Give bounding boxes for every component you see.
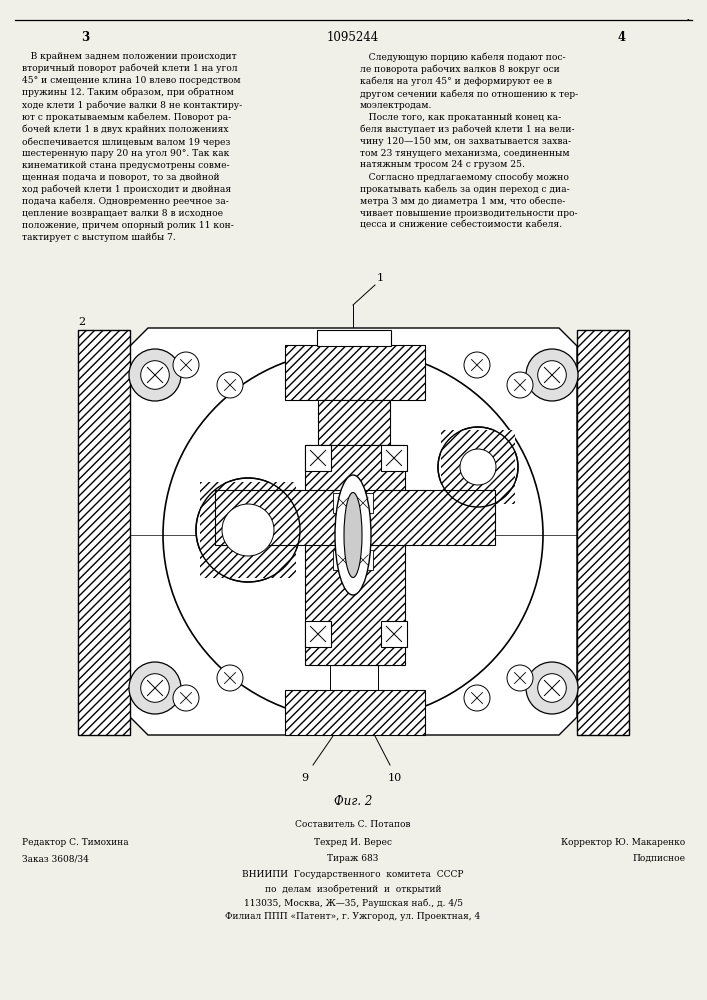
Text: Техред И. Верес: Техред И. Верес	[314, 838, 392, 847]
Text: Заказ 3608/34: Заказ 3608/34	[22, 854, 89, 863]
Text: Фиг. 2: Фиг. 2	[334, 795, 372, 808]
Bar	[353, 550, 373, 570]
Ellipse shape	[344, 492, 362, 578]
Bar	[200, 482, 296, 578]
Text: 9: 9	[301, 773, 308, 783]
Circle shape	[173, 352, 199, 378]
Text: 4: 4	[618, 31, 626, 44]
Bar	[215, 490, 495, 545]
Circle shape	[196, 478, 300, 582]
Bar	[353, 493, 373, 513]
Text: Подписное: Подписное	[632, 854, 685, 863]
Text: Составитель С. Потапов: Составитель С. Потапов	[296, 820, 411, 829]
Text: 8: 8	[622, 350, 629, 360]
Circle shape	[141, 674, 169, 702]
Bar	[333, 493, 353, 513]
Circle shape	[526, 349, 578, 401]
Ellipse shape	[163, 350, 543, 720]
Bar	[318, 620, 390, 665]
Bar	[381, 621, 407, 647]
Text: В крайнем заднем положении происходит
вторичный поворот рабочей клети 1 на угол
: В крайнем заднем положении происходит вт…	[22, 52, 243, 242]
Polygon shape	[130, 328, 577, 735]
Bar	[285, 690, 425, 735]
Text: 21: 21	[597, 542, 612, 552]
Text: Тираж 683: Тираж 683	[327, 854, 379, 863]
Bar	[317, 330, 391, 346]
Ellipse shape	[335, 475, 371, 595]
Text: Следующую порцию кабеля подают пос-
ле поворота рабочих валков 8 вокруг оси
кабе: Следующую порцию кабеля подают пос- ле п…	[360, 52, 578, 230]
Text: 22: 22	[592, 433, 606, 443]
Circle shape	[464, 685, 490, 711]
Circle shape	[129, 349, 181, 401]
Circle shape	[141, 361, 169, 389]
Text: по  делам  изобретений  и  открытий: по делам изобретений и открытий	[264, 884, 441, 894]
Bar	[305, 445, 405, 665]
Circle shape	[507, 665, 533, 691]
Text: ·: ·	[686, 14, 691, 29]
Text: 3: 3	[81, 31, 89, 44]
Text: Редактор С. Тимохина: Редактор С. Тимохина	[22, 838, 129, 847]
Bar	[318, 400, 390, 445]
Circle shape	[538, 361, 566, 389]
Circle shape	[438, 427, 518, 507]
Circle shape	[538, 674, 566, 702]
Circle shape	[222, 504, 274, 556]
Text: 113035, Москва, Ж—35, Раушская наб., д. 4/5: 113035, Москва, Ж—35, Раушская наб., д. …	[243, 898, 462, 908]
Bar	[441, 430, 515, 504]
Circle shape	[217, 665, 243, 691]
Bar	[577, 330, 629, 735]
Bar	[381, 445, 407, 471]
Circle shape	[173, 685, 199, 711]
Bar	[333, 550, 353, 570]
Text: 1095244: 1095244	[327, 31, 379, 44]
Text: ВНИИПИ  Государственного  комитета  СССР: ВНИИПИ Государственного комитета СССР	[243, 870, 464, 879]
Bar	[78, 330, 130, 735]
Circle shape	[507, 372, 533, 398]
Circle shape	[464, 352, 490, 378]
Circle shape	[526, 662, 578, 714]
Text: 10: 10	[388, 773, 402, 783]
Bar	[285, 345, 425, 400]
Text: Корректор Ю. Макаренко: Корректор Ю. Макаренко	[561, 838, 685, 847]
Text: Филиал ППП «Патент», г. Ужгород, ул. Проектная, 4: Филиал ППП «Патент», г. Ужгород, ул. Про…	[226, 912, 481, 921]
Circle shape	[217, 372, 243, 398]
Bar	[305, 621, 331, 647]
Text: 1: 1	[377, 273, 384, 283]
Circle shape	[460, 449, 496, 485]
Bar	[305, 445, 331, 471]
Text: 2: 2	[78, 317, 85, 327]
Circle shape	[129, 662, 181, 714]
